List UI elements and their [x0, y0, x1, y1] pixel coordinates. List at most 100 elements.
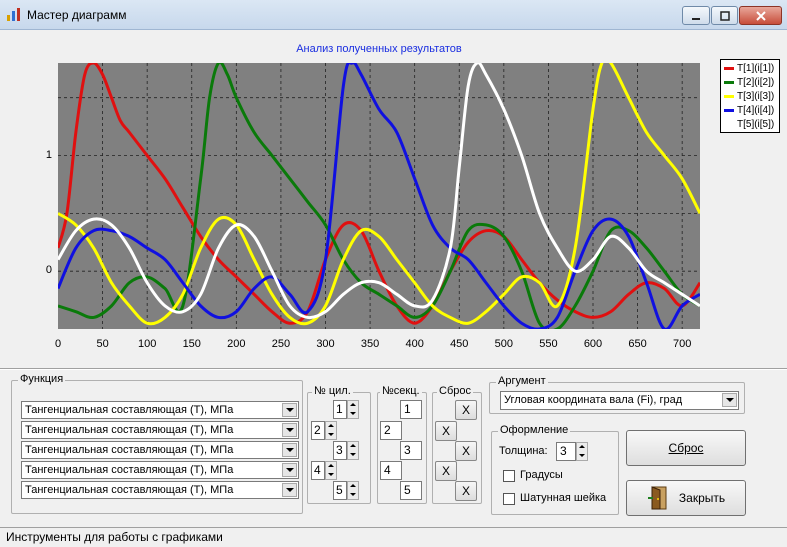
plot-svg: [58, 63, 700, 329]
reset-group: Сброс: [432, 385, 482, 504]
cylinder-spinner-2[interactable]: 2: [311, 421, 349, 440]
title-bar: Мастер диаграмм: [0, 0, 787, 30]
cylinder-value[interactable]: 4: [311, 461, 325, 480]
cylinder-value[interactable]: 1: [333, 400, 347, 419]
degrees-checkbox[interactable]: [503, 470, 515, 482]
spin-up-icon[interactable]: [348, 482, 358, 490]
section-group: №секц.: [377, 385, 427, 504]
status-text: Инструменты для работы с графиками: [6, 530, 223, 544]
reset-line-button-4[interactable]: X: [435, 461, 457, 481]
window-title: Мастер диаграмм: [27, 8, 127, 22]
function-combo-2[interactable]: Тангенциальная составляющая (T), МПа: [21, 421, 299, 439]
spin-down-icon[interactable]: [348, 409, 358, 417]
spin-up-icon[interactable]: [326, 462, 336, 470]
legend-label: T[3](i[3]): [737, 91, 775, 102]
cylinder-spinner-1[interactable]: 1: [333, 400, 371, 419]
chart-wizard-icon: [7, 8, 20, 21]
spin-down-icon[interactable]: [326, 430, 336, 438]
chevron-down-icon[interactable]: [282, 403, 297, 417]
divider: [0, 368, 787, 370]
argument-combo-value: Угловая координата вала (Fi), град: [504, 394, 683, 406]
chevron-down-icon[interactable]: [282, 443, 297, 457]
reset-line-button-1[interactable]: X: [455, 400, 477, 420]
close-dialog-button[interactable]: Закрыть: [626, 480, 746, 516]
reset-line-button-2[interactable]: X: [435, 421, 457, 441]
design-group: Оформление: [491, 424, 619, 515]
x-tick-label: 700: [672, 338, 692, 350]
cylinder-spinner-5[interactable]: 5: [333, 481, 371, 500]
cylinder-spinner-4[interactable]: 4: [311, 461, 349, 480]
legend-entry: T[4](i[4]): [724, 104, 774, 117]
function-combo-5[interactable]: Тангенциальная составляющая (T), МПа: [21, 481, 299, 499]
minimize-button[interactable]: [682, 6, 710, 25]
cylinder-spinner-arrows[interactable]: [325, 421, 337, 440]
chevron-down-icon[interactable]: [282, 483, 297, 497]
reset-line-button-5[interactable]: X: [455, 481, 477, 501]
spin-up-icon[interactable]: [326, 422, 336, 430]
cylinder-spinner-arrows[interactable]: [325, 461, 337, 480]
close-dialog-button-label: Закрыть: [678, 491, 726, 505]
thickness-spinner[interactable]: 3: [556, 442, 594, 461]
cylinder-spinner-3[interactable]: 3: [333, 441, 371, 460]
cylinder-value[interactable]: 5: [333, 481, 347, 500]
spin-down-icon[interactable]: [348, 450, 358, 458]
cylinder-value[interactable]: 3: [333, 441, 347, 460]
close-button[interactable]: [739, 6, 782, 25]
cylinder-spinner-arrows[interactable]: [347, 481, 359, 500]
function-combo-3[interactable]: Тангенциальная составляющая (T), МПа: [21, 441, 299, 459]
thickness-spinner-arrows[interactable]: [576, 442, 588, 461]
x-tick-label: 300: [316, 338, 335, 350]
cylinder-spinner-arrows[interactable]: [347, 400, 359, 419]
section-value-3[interactable]: 3: [400, 441, 422, 460]
rod-journal-label: Шатунная шейка: [520, 492, 607, 504]
cylinder-group-label: № цил.: [312, 385, 353, 397]
x-tick-label: 600: [583, 338, 603, 350]
reset-button[interactable]: Сброс: [626, 430, 746, 466]
section-value-1[interactable]: 1: [400, 400, 422, 419]
status-bar: Инструменты для работы с графиками: [0, 527, 787, 547]
spin-down-icon[interactable]: [348, 490, 358, 498]
function-combo-value: Тангенциальная составляющая (T), МПа: [25, 484, 234, 496]
cylinder-spinner-arrows[interactable]: [347, 441, 359, 460]
function-combo-value: Тангенциальная составляющая (T), МПа: [25, 444, 234, 456]
legend-label: T[1](i[1]): [737, 63, 775, 74]
chevron-down-icon[interactable]: [722, 393, 737, 407]
x-tick-label: 200: [227, 338, 246, 350]
exit-door-icon: [647, 486, 667, 510]
x-tick-label: 350: [360, 338, 380, 350]
spin-up-icon[interactable]: [577, 443, 587, 451]
legend-entry: T[2](i[2]): [724, 76, 774, 89]
x-tick-label: 150: [182, 338, 201, 350]
legend-entry: T[3](i[3]): [724, 90, 774, 103]
function-combo-value: Тангенциальная составляющая (T), МПа: [25, 424, 234, 436]
legend-entry: T[5](i[5]): [724, 118, 774, 131]
argument-combo[interactable]: Угловая координата вала (Fi), град: [500, 391, 739, 410]
section-value-5[interactable]: 5: [400, 481, 422, 500]
section-value-4[interactable]: 4: [380, 461, 402, 480]
reset-line-button-3[interactable]: X: [455, 441, 477, 461]
maximize-button[interactable]: [711, 6, 738, 25]
minimize-icon: [692, 17, 700, 20]
rod-journal-checkbox[interactable]: [503, 493, 515, 505]
x-tick-label: 0: [54, 338, 62, 350]
series-line-3: [58, 63, 700, 326]
series-line-2: [58, 63, 700, 329]
spin-up-icon[interactable]: [348, 401, 358, 409]
cylinder-value[interactable]: 2: [311, 421, 325, 440]
chevron-down-icon[interactable]: [282, 463, 297, 477]
spin-down-icon[interactable]: [577, 451, 587, 459]
thickness-label: Толщина:: [499, 445, 548, 457]
function-combo-4[interactable]: Тангенциальная составляющая (T), МПа: [21, 461, 299, 479]
close-icon: [755, 10, 766, 21]
thickness-value[interactable]: 3: [556, 442, 576, 461]
series-line-5: [58, 63, 700, 320]
spin-up-icon[interactable]: [348, 442, 358, 450]
chevron-down-icon[interactable]: [282, 423, 297, 437]
spin-down-icon[interactable]: [326, 470, 336, 478]
function-combo-1[interactable]: Тангенциальная составляющая (T), МПа: [21, 401, 299, 419]
design-group-label: Оформление: [498, 424, 571, 436]
x-tick-label: 100: [137, 338, 157, 350]
series-line-4: [58, 63, 700, 329]
section-value-2[interactable]: 2: [380, 421, 402, 440]
section-group-label: №секц.: [380, 385, 422, 397]
